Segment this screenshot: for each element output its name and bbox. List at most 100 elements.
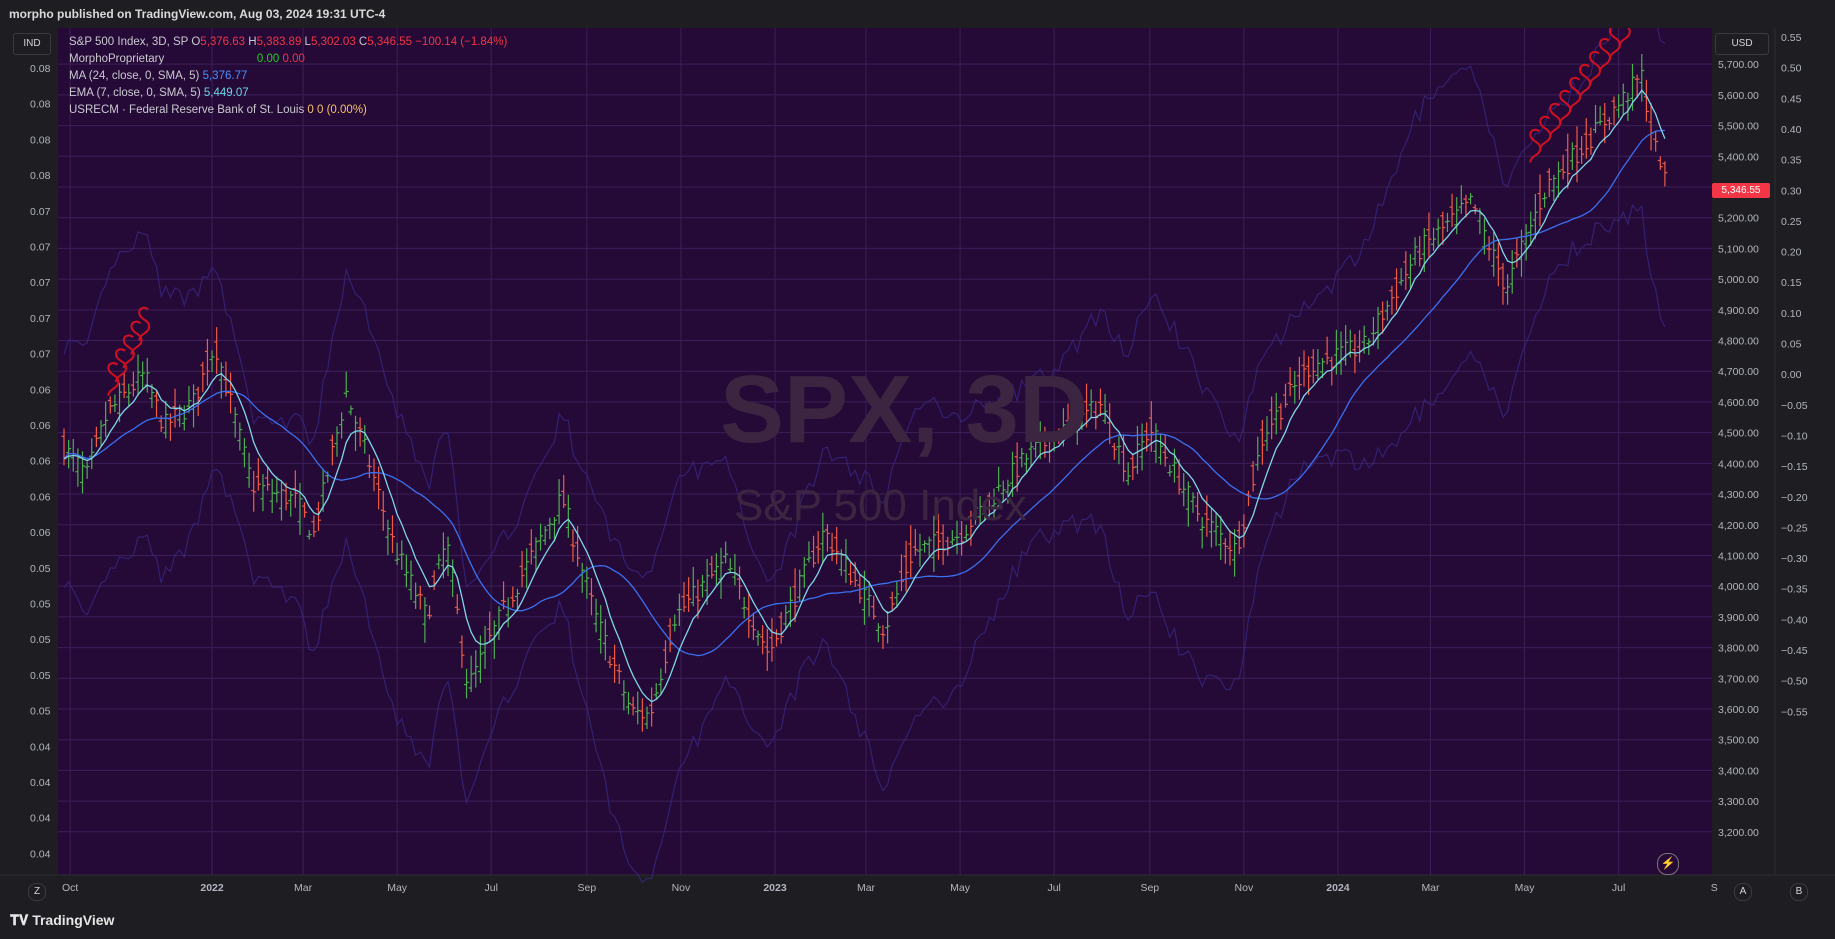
indicator-tick-label: 0.25 <box>1781 216 1802 228</box>
indicator-tick-label: 0.45 <box>1781 93 1802 105</box>
legend-usrecm-name: USRECM · Federal Reserve Bank of St. Lou… <box>69 104 305 116</box>
legend-usrecm-value1: 0 <box>307 104 314 116</box>
zoom-button[interactable]: Z <box>28 883 46 901</box>
ind-scale-button[interactable]: IND <box>13 33 51 55</box>
price-tick-label: 5,000.00 <box>1718 274 1759 286</box>
signal-marker <box>138 306 151 341</box>
legend-low: 5,302.03 <box>310 36 356 48</box>
price-tick-label: 4,200.00 <box>1718 520 1759 532</box>
indicator-tick-label: −0.30 <box>1781 553 1808 565</box>
indicator-tick-label: 0.30 <box>1781 185 1802 197</box>
left-tick-label: 0.07 <box>30 277 51 289</box>
legend-title: S&P 500 Index, 3D, SP <box>69 36 189 48</box>
indicator-tick-label: 0.15 <box>1781 277 1802 289</box>
indicator-tick-label: 0.10 <box>1781 308 1802 320</box>
time-tick-label: Jul <box>485 882 498 894</box>
left-tick-label: 0.07 <box>30 242 51 254</box>
indicator-tick-label: 0.20 <box>1781 247 1802 259</box>
signal-marker <box>1539 115 1552 150</box>
indicator-tick-label: 0.50 <box>1781 63 1802 75</box>
price-tick-label: 3,400.00 <box>1718 765 1759 777</box>
left-tick-label: 0.05 <box>30 563 51 575</box>
left-tick-label: 0.06 <box>30 491 51 503</box>
left-tick-label: 0.04 <box>30 777 51 789</box>
footer: 𝐓𝐕 TradingView <box>0 904 1835 939</box>
ema-7-line[interactable] <box>63 89 1666 703</box>
signal-marker <box>1549 102 1562 137</box>
time-tick-label: Sep <box>1140 882 1159 894</box>
price-tick-label: 3,500.00 <box>1718 735 1759 747</box>
left-tick-label: 0.05 <box>30 706 51 718</box>
legend-ind1-name: MorphoProprietary <box>69 53 165 65</box>
signal-marker <box>1579 63 1592 98</box>
indicator-tick-label: 0.55 <box>1781 32 1802 44</box>
signal-marker <box>1588 50 1602 85</box>
left-tick-label: 0.04 <box>30 848 51 860</box>
price-tick-label: 4,500.00 <box>1718 428 1759 440</box>
signal-marker <box>107 362 120 396</box>
time-tick-label: 2022 <box>200 882 224 894</box>
signal-marker <box>1608 28 1621 59</box>
signal-marker <box>130 320 143 355</box>
price-tick-label: 5,600.00 <box>1718 90 1759 102</box>
legend-c-label: C <box>358 36 368 48</box>
price-tick-label: 4,900.00 <box>1718 305 1759 317</box>
legend-ma-row[interactable]: MA (24, close, 0, SMA, 5) 5,376.77 <box>69 68 507 85</box>
signal-marker <box>1598 38 1611 72</box>
price-tick-label: 5,700.00 <box>1718 59 1759 71</box>
price-tick-label: 3,600.00 <box>1718 704 1759 716</box>
publish-line: morpho published on TradingView.com, Aug… <box>9 7 386 21</box>
indicator-tick-label: 0.00 <box>1781 369 1802 381</box>
usd-scale-button[interactable]: USD <box>1715 33 1769 55</box>
left-tick-label: 0.05 <box>30 670 51 682</box>
left-tick-label: 0.08 <box>30 134 51 146</box>
price-tick-label: 4,000.00 <box>1718 581 1759 593</box>
left-tick-label: 0.05 <box>30 599 51 611</box>
legend-ind1-value2: 0.00 <box>282 53 305 65</box>
legend-l-label: L <box>304 36 311 48</box>
signal-marker <box>1618 28 1631 46</box>
left-tick-label: 0.06 <box>30 456 51 468</box>
ma-24-line[interactable] <box>63 129 1665 657</box>
price-tick-label: 3,800.00 <box>1718 643 1759 655</box>
chart-area[interactable]: 5,700.005,600.005,500.005,400.005,300.00… <box>0 28 1835 904</box>
time-tick-label: 2024 <box>1326 882 1350 894</box>
time-tick-label: Jul <box>1612 882 1625 894</box>
right-axis-panel <box>1712 28 1835 875</box>
indicator-tick-label: −0.10 <box>1781 430 1808 442</box>
legend-indicator-row[interactable]: MorphoProprietary 0.00 0.00 <box>69 51 507 68</box>
signal-marker <box>115 348 128 383</box>
indicator-tick-label: −0.40 <box>1781 614 1808 626</box>
legend-ind1-value1: 0.00 <box>256 53 280 65</box>
left-axis-panel <box>0 28 58 875</box>
price-tick-label: 3,300.00 <box>1718 796 1759 808</box>
lightning-icon[interactable]: ⚡ <box>1657 853 1679 875</box>
time-tick-label: 2023 <box>763 882 787 894</box>
time-tick-label: Nov <box>672 882 691 894</box>
legend-usrecm-row[interactable]: USRECM · Federal Reserve Bank of St. Lou… <box>69 102 507 119</box>
legend-usrecm-value2: 0 (0.00%) <box>317 104 367 116</box>
left-tick-label: 0.07 <box>30 313 51 325</box>
legend-main-row[interactable]: S&P 500 Index, 3D, SP O5,376.63 H5,383.8… <box>69 34 507 51</box>
time-tick-label: Mar <box>857 882 876 894</box>
legend-ema-row[interactable]: EMA (7, close, 0, SMA, 5) 5,449.07 <box>69 85 507 102</box>
price-tick-label: 4,100.00 <box>1718 550 1759 562</box>
price-tick-label: 3,900.00 <box>1718 612 1759 624</box>
indicator-tick-label: −0.45 <box>1781 645 1808 657</box>
price-tick-label: 4,300.00 <box>1718 489 1759 501</box>
legend-ema-value: 5,449.07 <box>203 87 249 99</box>
price-tick-label: 3,200.00 <box>1718 827 1759 839</box>
legend-change: −100.14 (−1.84%) <box>415 36 508 48</box>
auto-scale-button[interactable]: A <box>1734 883 1752 901</box>
time-tick-label: May <box>1515 882 1536 894</box>
left-tick-label: 0.06 <box>30 527 51 539</box>
legend-ema-name: EMA (7, close, 0, SMA, 5) <box>69 87 201 99</box>
tradingview-logo[interactable]: 𝐓𝐕 TradingView <box>10 912 114 929</box>
b-scale-button[interactable]: B <box>1790 883 1808 901</box>
indicator-tick-label: 0.40 <box>1781 124 1802 136</box>
indicator-tick-label: −0.35 <box>1781 584 1808 596</box>
left-tick-label: 0.04 <box>30 741 51 753</box>
time-tick-label: Jul <box>1047 882 1060 894</box>
left-tick-label: 0.08 <box>30 63 51 75</box>
left-tick-label: 0.07 <box>30 349 51 361</box>
